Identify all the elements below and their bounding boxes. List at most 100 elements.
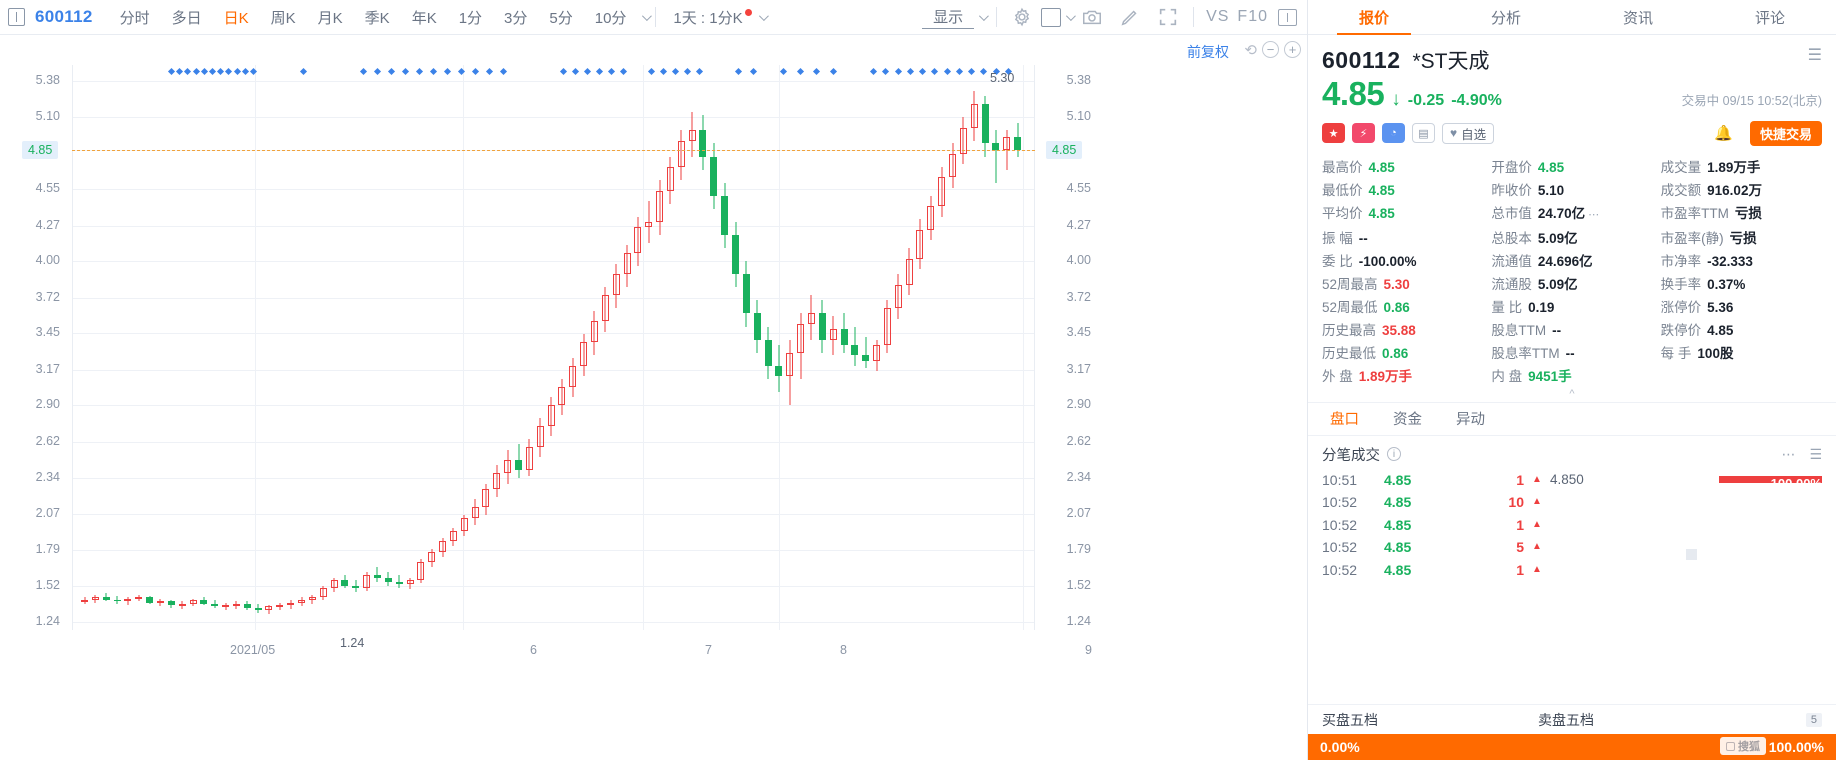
candle-body (558, 386, 566, 406)
candlestick-plot[interactable] (72, 65, 1035, 630)
tick-row[interactable]: 10:52 4.85 10 ▲ (1322, 491, 1822, 514)
tag-icon[interactable]: ◔ (1382, 123, 1405, 144)
divider (655, 7, 657, 27)
sell-five-label[interactable]: 卖盘五档 (1538, 711, 1594, 728)
stock-code-label[interactable]: 600112 (35, 7, 93, 26)
cn-flag-icon[interactable]: ★ (1322, 123, 1345, 144)
chart-style-group[interactable] (1041, 7, 1076, 27)
tick-row[interactable]: 10:52 4.85 5 ▲ (1322, 536, 1822, 560)
event-marker-icon (401, 67, 410, 76)
vs-button[interactable]: VS (1206, 8, 1230, 25)
gridline (73, 585, 1034, 587)
tick-bar (1624, 544, 1822, 560)
event-marker-icon (200, 67, 208, 76)
tick-row[interactable]: 10:52 4.85 1 ▲ (1322, 514, 1822, 537)
period-monthly-k[interactable]: 月K (317, 9, 343, 27)
period-duori[interactable]: 多日 (171, 9, 202, 27)
quick-trade-button[interactable]: 快捷交易 (1749, 120, 1822, 146)
list-icon[interactable]: ☰ (1807, 47, 1822, 64)
candlestick (612, 263, 620, 309)
ptab-orderbook[interactable]: 盘口 (1330, 412, 1359, 429)
badge-row: ★ ⚡ ◔ ▤ ♥ 自选 🔔 快捷交易 (1322, 120, 1822, 146)
multi-period-group[interactable]: 1天 : 1分K (662, 7, 769, 28)
lightning-icon[interactable]: ⚡ (1352, 123, 1375, 144)
watchlist-button[interactable]: ♥ 自选 (1442, 122, 1495, 144)
more-dots-icon[interactable]: ⋯ (1781, 445, 1796, 462)
gear-icon[interactable] (1011, 6, 1033, 28)
chart-canvas[interactable]: 5.38 5.38 5.10 5.10 4.55 4.55 4.27 4.27 4.00 4.00… (0, 65, 1307, 760)
ptab-alerts[interactable]: 异动 (1456, 412, 1485, 429)
chevron-down-icon[interactable] (1066, 10, 1076, 21)
period-weekly-k[interactable]: 周K (270, 9, 296, 27)
zoom-in-button[interactable]: + (1284, 41, 1301, 58)
tick-list[interactable]: 10:51 4.85 1 ▲ 4.850 100.00% 10:52 4.85 10 ▲ 10:52… (1308, 469, 1836, 582)
chevron-down-icon[interactable] (758, 10, 769, 21)
adjust-mode-label[interactable]: 前复权 (1187, 44, 1229, 60)
tab-news[interactable]: 资讯 (1622, 9, 1653, 27)
candle-wick (604, 287, 606, 332)
tab-analysis[interactable]: 分析 (1490, 9, 1521, 27)
pencil-icon[interactable] (1119, 6, 1141, 28)
tick-row[interactable]: 10:52 4.85 1 ▲ (1322, 559, 1822, 582)
stat-value: 亏损 (1734, 205, 1762, 221)
period-3min[interactable]: 3分 (504, 9, 528, 27)
period-1min[interactable]: 1分 (458, 9, 483, 27)
ptab-funds[interactable]: 资金 (1393, 412, 1422, 429)
candle-body (753, 313, 761, 340)
more-dots-icon[interactable]: ⋯ (1588, 208, 1600, 221)
chevron-down-icon[interactable] (979, 10, 989, 21)
candlestick (449, 527, 457, 547)
candle-wick (442, 538, 444, 557)
event-marker-icon (241, 67, 249, 76)
period-10min-group[interactable]: 10分 (584, 7, 653, 28)
tick-row[interactable]: 10:51 4.85 1 ▲ 4.850 100.00% (1322, 469, 1822, 491)
expand-toggle[interactable]: ^ (1569, 387, 1575, 400)
current-price-label-left: 4.85 (22, 141, 59, 159)
square-icon[interactable] (1041, 7, 1062, 27)
period-fenshi[interactable]: 分时 (119, 9, 150, 27)
candlestick (341, 575, 349, 589)
tab-quote[interactable]: 报价 (1308, 0, 1440, 35)
candlestick (688, 112, 696, 157)
bell-icon[interactable]: 🔔 (1714, 125, 1733, 143)
tab-comments[interactable]: 评论 (1754, 9, 1785, 27)
chevron-down-icon[interactable] (642, 10, 653, 21)
fullscreen-icon[interactable] (1157, 6, 1179, 28)
buy-five-label[interactable]: 买盘五档 (1322, 711, 1378, 728)
candle-wick (583, 334, 585, 377)
candlestick (721, 182, 729, 249)
candle-body (243, 603, 251, 608)
undo-icon[interactable]: ⟲ (1244, 42, 1257, 59)
display-menu[interactable]: 显示 (922, 6, 989, 29)
y-axis-tick: 2.07 (1066, 505, 1091, 520)
notification-dot-icon (744, 8, 752, 16)
document-icon[interactable]: ▤ (1412, 123, 1435, 144)
candlestick (330, 577, 338, 593)
panel-icon[interactable] (8, 8, 25, 26)
camera-icon[interactable] (1081, 6, 1103, 28)
candlestick (417, 559, 425, 583)
zoom-out-button[interactable]: − (1262, 41, 1279, 58)
candle-wick (865, 337, 867, 369)
period-5min[interactable]: 5分 (549, 9, 573, 27)
tick-time: 10:51 (1322, 471, 1358, 488)
event-marker-icon (869, 67, 878, 76)
display-label[interactable]: 显示 (922, 6, 975, 29)
stat-value: 5.30 (1383, 276, 1410, 292)
f10-button[interactable]: F10 (1237, 8, 1268, 25)
candlestick (797, 313, 805, 379)
candle-body (666, 167, 674, 191)
period-yearly-k[interactable]: 年K (411, 9, 437, 27)
chart-header: 前复权 ⟲ − + (0, 35, 1307, 65)
info-icon[interactable]: i (1387, 447, 1401, 462)
period-10min[interactable]: 10分 (594, 9, 627, 27)
period-quarterly-k[interactable]: 季K (364, 9, 390, 27)
candlestick (1014, 122, 1022, 157)
multi-period-label[interactable]: 1天 : 1分K (673, 9, 743, 27)
stat-value: 24.70亿 (1537, 205, 1586, 221)
list-view-icon[interactable]: ☰ (1809, 445, 1822, 462)
candle-body (189, 599, 197, 604)
panel-toggle-icon[interactable] (1278, 8, 1297, 26)
period-daily-k[interactable]: 日K (223, 9, 249, 27)
gridline-vertical (779, 65, 780, 630)
